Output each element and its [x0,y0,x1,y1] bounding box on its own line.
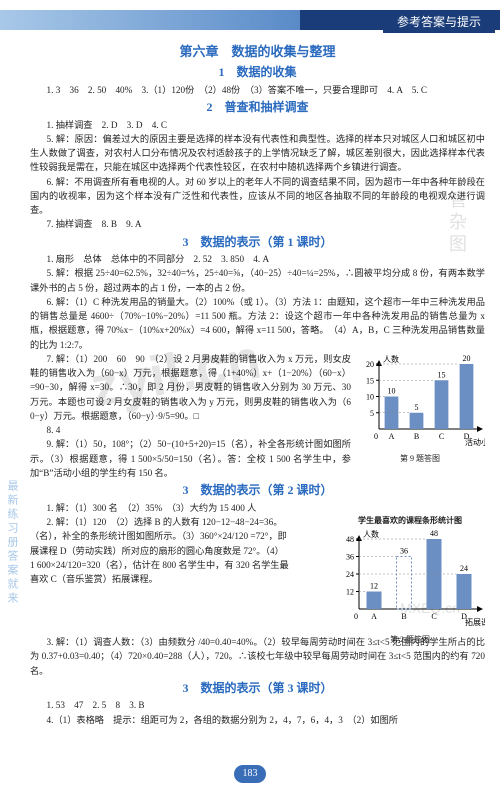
svg-text:12: 12 [370,582,378,591]
svg-text:24: 24 [460,564,468,573]
svg-text:B: B [414,432,419,441]
chart-2-caption: 第 2 题答图 [335,634,485,646]
section-5-line-2: 4.（1）表格略 提示：组距可为 2，各组的数据分别为 2，4，7，6，4，3 … [30,713,485,727]
svg-text:C: C [431,612,436,621]
section-4-line-2: 2. 解：（1）120 （2）选择 B 的人数有 120−12−48−24=36… [30,515,331,529]
left-margin-text: 最新练习册答案就来 [4,480,20,606]
svg-text:0: 0 [374,432,378,441]
section-3-line-4: 7. 解：（1）200 60 90 （2）设 2 月男皮鞋的销售收入为 x 万元… [30,352,351,423]
svg-text:36: 36 [400,547,408,556]
section-4-line-5: 1 600×24/120=320（名），估计在 800 名学生中，有 320 名… [30,558,331,572]
svg-text:A: A [371,612,377,621]
svg-text:A: A [389,432,395,441]
section-4-row-chart: 2. 解：（1）120 （2）选择 B 的人数有 120−12−48−24=36… [30,515,485,635]
svg-text:48: 48 [346,535,354,544]
svg-text:活动小组: 活动小组 [465,437,485,447]
section-5-title: 3 数据的表示（第 3 课时） [30,679,485,698]
svg-text:10: 10 [388,386,396,395]
svg-text:48: 48 [430,529,438,538]
section-2-line-3: 6. 解：不用调查所有看电视的人。对 60 岁以上的老年人不同的调查结果不同，因… [30,175,485,218]
chart-1-caption: 第 9 题答图 [355,453,485,465]
chart-2-title: 学生最喜欢的课程条形统计图 [335,515,485,527]
section-4-title: 3 数据的表示（第 2 课时） [30,481,485,500]
section-3-line-3: 6. 解：（1）C 种洗发用品的销量大。（2）100%（或 1）。（3）方法 1… [30,295,485,352]
section-3-title: 3 数据的表示（第 1 课时） [30,233,485,252]
section-2-line-1: 1. 抽样调查 2. D 3. D 4. C [30,118,485,132]
page-number: 183 [234,765,266,783]
section-2-line-2: 5. 解：原因：偏差过大的原因主要是选择的样本没有代表性和典型性。选择的样本只对… [30,132,485,175]
svg-text:15: 15 [366,376,374,385]
chart-1: 5101520010A5B15C20D人数活动小组 第 9 题答图 [355,352,485,457]
svg-text:5: 5 [370,409,374,418]
section-2-line-4: 7. 抽样调查 8. B 9. A [30,217,485,231]
section-3-line-1: 1. 扇形 总体 总体中的不同部分 2. 52 3. 850 4. A [30,252,485,266]
section-1-line-1: 1. 3 36 2. 50 40% 3.（1）120份 （2）48份 （3）答案… [30,83,485,97]
svg-text:人数: 人数 [383,354,399,364]
page: 参考答案与提示 最新练习册答案就来 zyil.cn 管杂图 MXEQ.cn 第六… [0,0,500,793]
after-chart1-line-1: 9. 解：（1）50，108°；（2）50−(10+5+20)=15（名），补全… [30,437,351,480]
svg-text:20: 20 [366,360,374,369]
svg-text:15: 15 [438,370,446,379]
section-3-line-2: 5. 解：根据 25÷40=62.5%，32÷40=⅘，25÷40=⅝，（40−… [30,266,485,295]
section-2-title: 2 普查和抽样调查 [30,98,485,117]
svg-text:36: 36 [346,553,354,562]
svg-text:20: 20 [463,354,471,363]
svg-text:C: C [439,432,444,441]
chart-2: 学生最喜欢的课程条形统计图 12243648012A36B48C24D人数拓展课… [335,515,485,635]
chart-2-svg: 12243648012A36B48C24D人数拓展课程 [335,527,485,627]
section-1-title: 1 数据的收集 [30,63,485,82]
section-4-line-6: 喜欢 C（音乐鉴赏）拓展课程。 [30,572,331,586]
svg-text:12: 12 [346,588,354,597]
section-4-line-3: （名），补全的条形统计图如图所示。（3）360°×24/120 =72°，即 [30,529,331,543]
chapter-title: 第六章 数据的收集与整理 [30,42,485,62]
section-4-line-4: 展课程 D（劳动实践）所对应的扇形的圆心角度数是 72°。（4） [30,544,331,558]
section-4-line-1: 1. 解：（1）300 名 （2）35% （3）大约为 15 400 人 [30,501,485,515]
content-area: 第六章 数据的收集与整理 1 数据的收集 1. 3 36 2. 50 40% 3… [30,40,485,727]
after-chart1-line-0: 8. 4 [30,423,351,437]
section-3-row-chart: 7. 解：（1）200 60 90 （2）设 2 月男皮鞋的销售收入为 x 万元… [30,352,485,480]
svg-text:拓展课程: 拓展课程 [465,617,485,627]
svg-text:10: 10 [366,392,374,401]
svg-text:B: B [401,612,406,621]
svg-text:人数: 人数 [363,529,379,539]
svg-text:0: 0 [354,612,358,621]
svg-text:5: 5 [415,403,419,412]
section-5-line-1: 1. 53 47 2. 5 8 3. B [30,698,485,712]
top-badge: 参考答案与提示 [383,10,495,33]
chart-1-svg: 5101520010A5B15C20D人数活动小组 [355,352,485,447]
svg-text:24: 24 [346,570,354,579]
